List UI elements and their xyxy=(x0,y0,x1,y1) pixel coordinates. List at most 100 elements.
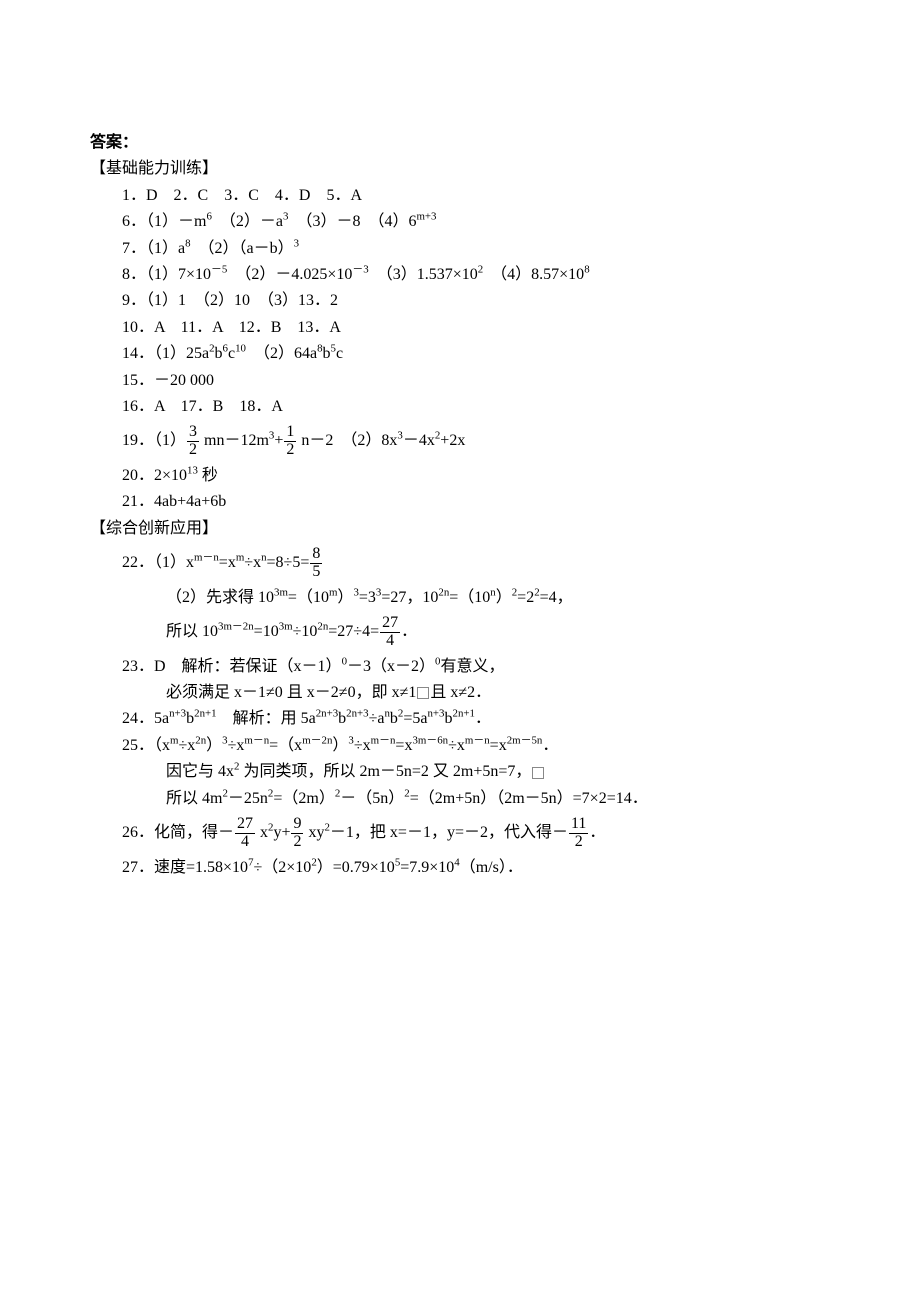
exp-2n3: 2n+3 xyxy=(316,708,338,720)
exp-3m: 3m xyxy=(274,586,288,598)
q14-t2: b xyxy=(215,345,223,362)
q22-2-t8: =2 xyxy=(517,589,534,606)
q8-t1: 8．（1）7×10 xyxy=(122,266,211,283)
exp-2nb: 2n xyxy=(317,621,328,633)
q7-t2: （2）（a－b） xyxy=(191,240,294,257)
q27-t1: 27．速度=1.58×10 xyxy=(122,859,248,876)
q24-t3: 解析：用 5a xyxy=(217,710,316,727)
q22-2-t6: =（10 xyxy=(449,589,490,606)
frac-1-2: 12 xyxy=(284,424,296,459)
q8: 8．（1）7×10－5 （2）－4.025×10－3 （3）1.537×102 … xyxy=(90,262,830,288)
q25-l3-t4: －（5n） xyxy=(340,790,404,807)
q20: 20．2×1013 秒 xyxy=(90,463,830,489)
q23-l2: 必须满足 x－1≠0 且 x－2≠0，即 x≠1且 x≠2． xyxy=(90,680,830,706)
q22-1-t4: =8÷5= xyxy=(267,554,310,571)
q25-l1-t6: ） xyxy=(332,737,348,754)
q25-l1-t3: ） xyxy=(206,737,222,754)
q25-l3-t5: =（2m+5n）（2m－5n）=7×2=14． xyxy=(410,790,648,807)
q23-l2-t1: 必须满足 x－1≠0 且 x－2≠0，即 x≠1 xyxy=(166,684,416,701)
q6-t1: 6．（1）－m xyxy=(122,213,206,230)
frac-num: 8 xyxy=(310,546,322,563)
exp-3b: 3 xyxy=(294,237,299,249)
frac-11-2: 112 xyxy=(569,816,588,851)
q20-t1: 20．2×10 xyxy=(122,467,187,484)
q22-1: 22．（1）xm－n=xm÷xn=8÷5=85 xyxy=(90,546,830,581)
q23-l1-t3: 有意义， xyxy=(440,658,504,675)
answer-page: 答案： 【基础能力训练】 1．D 2．C 3．C 4．D 5．A 6．（1）－m… xyxy=(0,0,920,1300)
q27-t2: ÷（2×10 xyxy=(254,859,312,876)
box-icon xyxy=(532,767,544,779)
q14-t4: （2）64a xyxy=(246,345,317,362)
q26-t1: 26．化简，得－ xyxy=(122,824,234,841)
q22-2-t7: ） xyxy=(496,589,512,606)
q25-l3-t2: －25n xyxy=(228,790,268,807)
q27: 27．速度=1.58×107÷（2×102）=0.79×105=7.9×104（… xyxy=(90,855,830,881)
frac-8-5: 85 xyxy=(310,546,322,581)
q25-l1: 25．（xm÷x2n）3÷xm－n=（xm－2n）3÷xm－n=x3m－6n÷x… xyxy=(90,733,830,759)
frac-num: 1 xyxy=(284,424,296,441)
q25-l3: 所以 4m2－25n2=（2m）2－（5n）2=（2m+5n）（2m－5n）=7… xyxy=(90,786,830,812)
q22-2-t2: =（10 xyxy=(288,589,329,606)
q24-t2: b xyxy=(186,710,194,727)
exp-n3: －3 xyxy=(352,264,368,276)
q22-3: 所以 103m－2n=103m÷102n=27÷4=274． xyxy=(90,615,830,650)
q22-1-t2: =x xyxy=(219,554,236,571)
q22-2: （2）先求得 103m=（10m）3=33=27，102n=（10n）2=22=… xyxy=(90,585,830,611)
q22-3-t3: ÷10 xyxy=(293,623,318,640)
q24-t8: b xyxy=(445,710,453,727)
exp-n3a: n+3 xyxy=(169,708,186,720)
q24-t7: =5a xyxy=(403,710,427,727)
q10-13: 10．A 11．A 12．B 13．A xyxy=(90,315,830,341)
exp-mnd: m－n xyxy=(465,734,490,746)
q25-l1-t11: ． xyxy=(542,737,558,754)
frac-num: 9 xyxy=(291,816,303,833)
exp-2m5: 2m－5n xyxy=(507,734,543,746)
q22-3-t5: ． xyxy=(401,623,417,640)
q8-t2: （2）－4.025×10 xyxy=(227,266,352,283)
q6-t2: （2）－a xyxy=(212,213,283,230)
frac-den: 4 xyxy=(380,632,400,650)
q19-t5: －4x xyxy=(403,432,435,449)
q14-t6: c xyxy=(336,345,343,362)
q22-3-t1: 所以 10 xyxy=(166,623,218,640)
q25-l3-t3: =（2m） xyxy=(273,790,334,807)
q19-t2: mn－12m xyxy=(200,432,269,449)
q26-t5: －1，把 x=－1，y=－2，代入得－ xyxy=(330,824,568,841)
exp-2nc: 2n xyxy=(195,734,206,746)
exp-mnb: m－n xyxy=(244,734,269,746)
exp-3mb: 3m xyxy=(279,621,293,633)
q24-t9: ． xyxy=(475,710,491,727)
q16-18: 16．A 17．B 18．A xyxy=(90,394,830,420)
frac-27-4b: 274 xyxy=(235,816,255,851)
frac-num: 27 xyxy=(380,615,400,632)
q27-t5: （m/s）． xyxy=(460,859,523,876)
q25-l1-t10: =x xyxy=(490,737,507,754)
exp-n5: －5 xyxy=(211,264,227,276)
frac-den: 2 xyxy=(569,833,588,851)
q26-t2: x xyxy=(256,824,268,841)
exp-13: 13 xyxy=(187,465,198,477)
exp-m2n: m－2n xyxy=(302,734,332,746)
q25-l1-t9: ÷x xyxy=(448,737,465,754)
q22-1-t3: ÷x xyxy=(244,554,261,571)
q22-2-t3: ） xyxy=(337,589,353,606)
q24-t4: b xyxy=(338,710,346,727)
q25-l1-t1: 25．（x xyxy=(122,737,170,754)
q22-1-t1: 22．（1）x xyxy=(122,554,194,571)
q25-l1-t2: ÷x xyxy=(178,737,195,754)
exp-2n: 2n xyxy=(438,586,449,598)
q25-l2-t1: 因它与 4x xyxy=(166,763,234,780)
q8-t3: （3）1.537×10 xyxy=(369,266,478,283)
q26-t4: xy xyxy=(304,824,324,841)
q25-l2-t2: 为同类项，所以 2m－5n=2 又 2m+5n=7， xyxy=(239,763,531,780)
frac-den: 2 xyxy=(187,441,199,459)
q14: 14．（1）25a2b6c10 （2）64a8b5c xyxy=(90,341,830,367)
q6: 6．（1）－m6 （2）－a3 （3）－8 （4）6m+3 xyxy=(90,209,830,235)
exp-mnc: m－n xyxy=(371,734,396,746)
frac-den: 2 xyxy=(291,833,303,851)
q1-5: 1．D 2．C 3．C 4．D 5．A xyxy=(90,183,830,209)
exp-3m6: 3m－6n xyxy=(412,734,448,746)
frac-9-2: 92 xyxy=(291,816,303,851)
frac-num: 3 xyxy=(187,424,199,441)
title: 答案： xyxy=(90,130,830,156)
